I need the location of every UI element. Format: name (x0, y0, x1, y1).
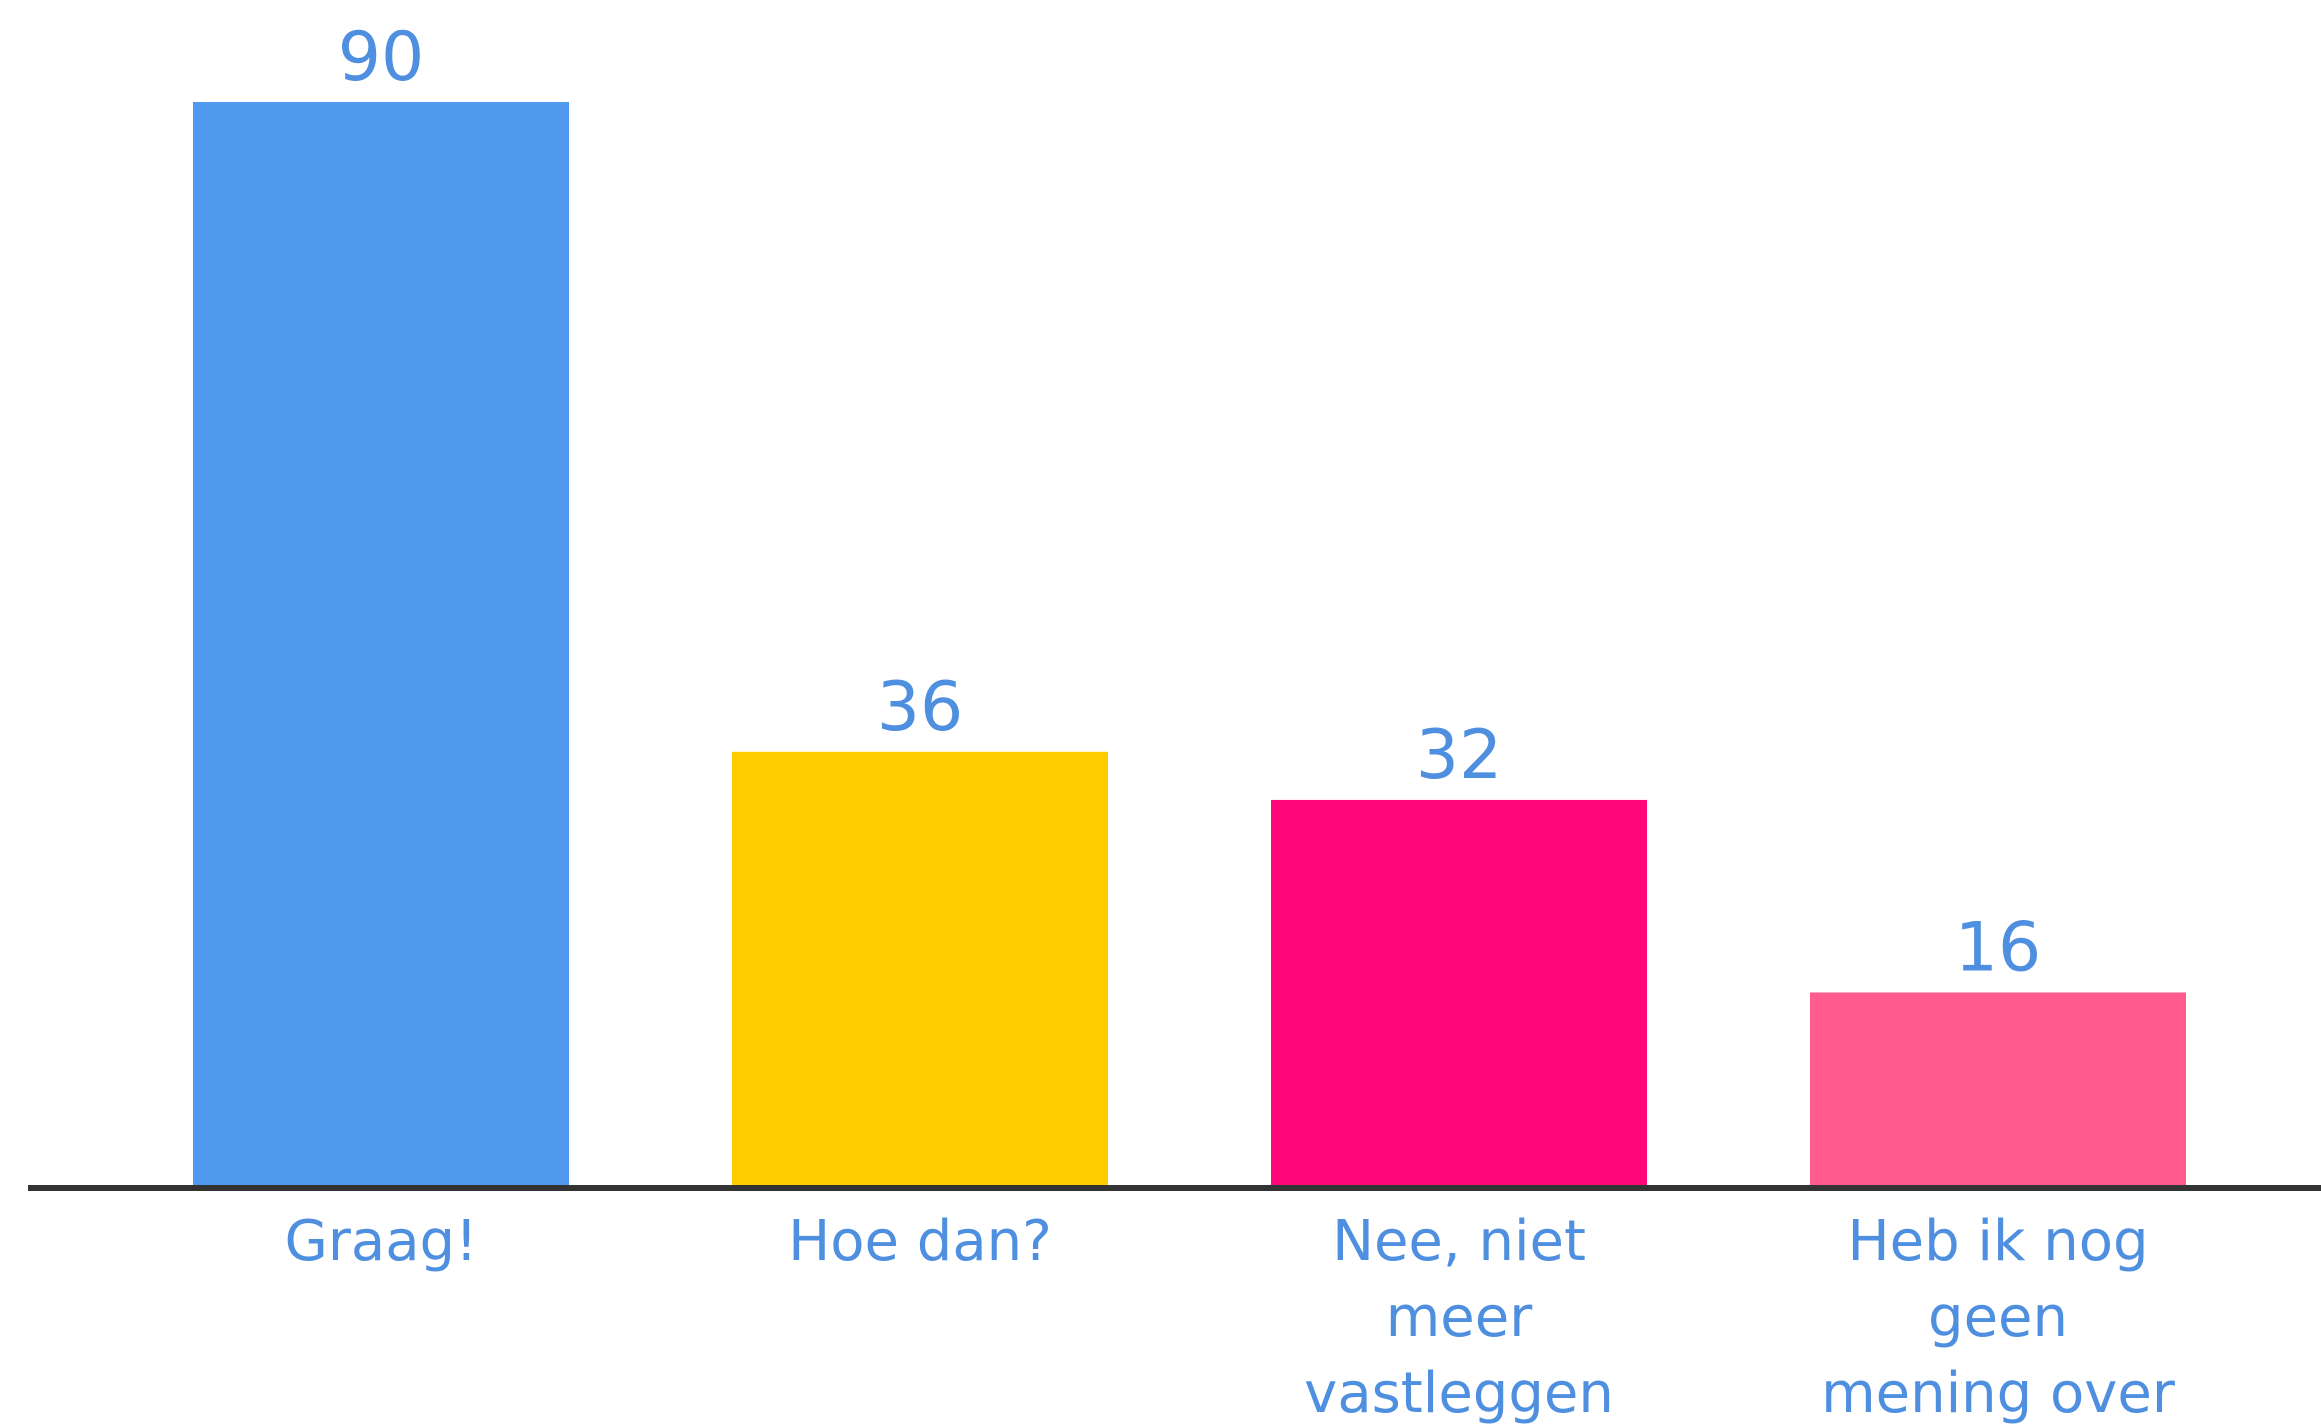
category-label-line: meer (1386, 1285, 1533, 1350)
category-label-1: Graag! (284, 1209, 477, 1274)
category-label-line: Nee, niet (1332, 1209, 1586, 1274)
bar-1 (193, 102, 569, 1185)
bars-layer (193, 102, 2186, 1185)
bar-3 (1271, 799, 1647, 1185)
category-label-line: Graag! (284, 1209, 477, 1274)
bar-2 (732, 751, 1108, 1185)
bar-value-label-1: 90 (338, 18, 425, 97)
category-label-4: Heb ik nog geen mening over (1821, 1209, 2176, 1426)
bar-4 (1810, 992, 2186, 1185)
bar-value-label-4: 16 (1955, 908, 2042, 987)
category-label-2: Hoe dan? (788, 1209, 1052, 1274)
category-label-line: Heb ik nog (1848, 1209, 2149, 1274)
category-label-line: mening over (1821, 1361, 2176, 1426)
labels-layer: 90 Graag! 36 Hoe dan? 32 Nee, niet meer vastleg… (284, 18, 2175, 1426)
bar-value-label-2: 36 (877, 668, 964, 747)
bar-value-label-3: 32 (1416, 716, 1503, 795)
category-label-line: Hoe dan? (788, 1209, 1052, 1274)
category-label-line: geen (1928, 1285, 2068, 1350)
category-label-3: Nee, niet meer vastleggen (1304, 1209, 1614, 1426)
category-label-line: vastleggen (1304, 1361, 1614, 1426)
